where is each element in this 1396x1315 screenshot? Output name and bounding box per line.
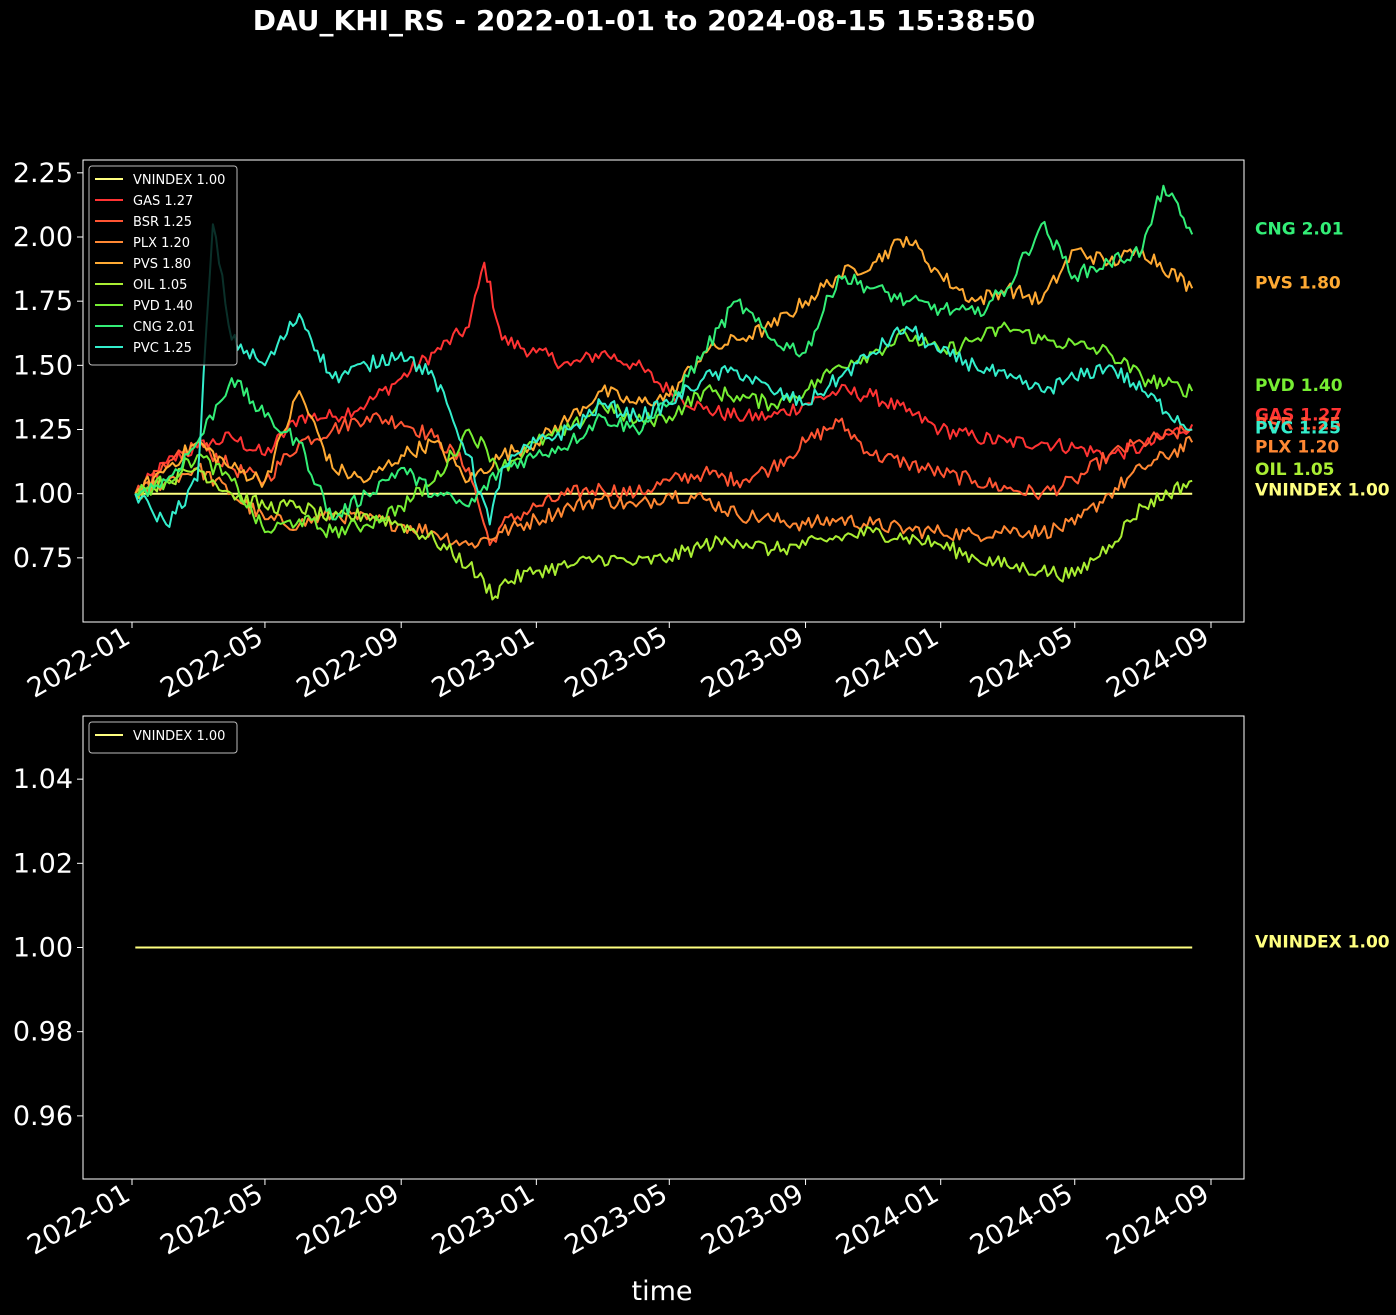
- x-tick-label: 2023-05: [560, 621, 673, 704]
- x-tick-label: 2024-01: [831, 1178, 944, 1261]
- chart-title: DAU_KHI_RS - 2022-01-01 to 2024-08-15 15…: [253, 4, 1036, 37]
- y-tick-label: 0.75: [13, 543, 73, 574]
- x-tick-label: 2024-01: [831, 621, 944, 704]
- series-line-plx: [134, 435, 1194, 549]
- y-tick-label: 1.75: [13, 286, 73, 317]
- x-tick-label: 2023-09: [696, 621, 809, 704]
- end-label-vnindex: VNINDEX 1.00: [1255, 481, 1390, 501]
- x-tick-label: 2024-05: [965, 621, 1078, 704]
- end-label-pvs: PVS 1.80: [1255, 273, 1341, 293]
- y-tick-label: 1.04: [13, 764, 73, 795]
- end-label-vnindex: VNINDEX 1.00: [1255, 933, 1390, 953]
- legend-box-1: [88, 165, 238, 366]
- end-label-pvc: PVC 1.25: [1255, 419, 1341, 439]
- x-tick-label: 2023-05: [560, 1178, 673, 1261]
- series-line-pvd: [135, 321, 1194, 539]
- legend-label-pvc: PVC 1.25: [133, 341, 192, 356]
- x-axis-label: time: [631, 1276, 692, 1307]
- x-tick-label: 2023-09: [696, 1178, 809, 1261]
- series-line-pvs: [134, 236, 1194, 497]
- legend-label-vnindex: VNINDEX 1.00: [133, 173, 225, 188]
- y-tick-label: 1.02: [13, 848, 73, 879]
- y-tick-label: 0.98: [13, 1017, 73, 1048]
- x-tick-label: 2022-01: [22, 1178, 135, 1261]
- y-tick-label: 2.00: [13, 222, 73, 253]
- y-tick-label: 2.25: [13, 158, 73, 189]
- legend-label-oil: OIL 1.05: [133, 278, 187, 293]
- end-label-plx: PLX 1.20: [1255, 437, 1339, 457]
- legend-label-pvd: PVD 1.40: [133, 299, 193, 314]
- y-tick-label: 1.50: [13, 350, 73, 381]
- x-tick-label: 2022-09: [291, 1178, 404, 1261]
- end-label-gas: GAS 1.27: [1255, 405, 1342, 425]
- end-label-bsr: BSR 1.25: [1255, 415, 1341, 435]
- y-tick-label: 1.00: [13, 933, 73, 964]
- x-tick-label: 2023-01: [427, 621, 540, 704]
- x-tick-label: 2022-01: [22, 621, 135, 704]
- x-tick-label: 2024-05: [965, 1178, 1078, 1261]
- legend-label-pvs: PVS 1.80: [133, 257, 191, 272]
- series-line-oil: [134, 467, 1193, 601]
- series-line-pvc: [134, 223, 1193, 528]
- series-line-cng: [134, 184, 1194, 521]
- legend-label-plx: PLX 1.20: [133, 236, 190, 251]
- legend-label-gas: GAS 1.27: [133, 194, 193, 209]
- x-tick-label: 2024-09: [1101, 621, 1214, 704]
- series-line-bsr: [134, 412, 1193, 546]
- legend-label-cng: CNG 2.01: [133, 320, 195, 335]
- end-label-cng: CNG 2.01: [1255, 219, 1344, 239]
- legend-label-vnindex: VNINDEX 1.00: [133, 729, 225, 744]
- y-tick-label: 1.00: [13, 479, 73, 510]
- x-tick-label: 2022-09: [291, 621, 404, 704]
- x-tick-label: 2022-05: [155, 1178, 268, 1261]
- legend-box-2: [88, 721, 238, 754]
- y-tick-label: 1.25: [13, 415, 73, 446]
- legend-label-bsr: BSR 1.25: [133, 215, 192, 230]
- x-tick-label: 2023-01: [427, 1178, 540, 1261]
- x-tick-label: 2022-05: [155, 621, 268, 704]
- y-tick-label: 0.96: [13, 1101, 73, 1132]
- end-label-pvd: PVD 1.40: [1255, 376, 1343, 396]
- x-tick-label: 2024-09: [1101, 1178, 1214, 1261]
- end-label-oil: OIL 1.05: [1255, 460, 1334, 480]
